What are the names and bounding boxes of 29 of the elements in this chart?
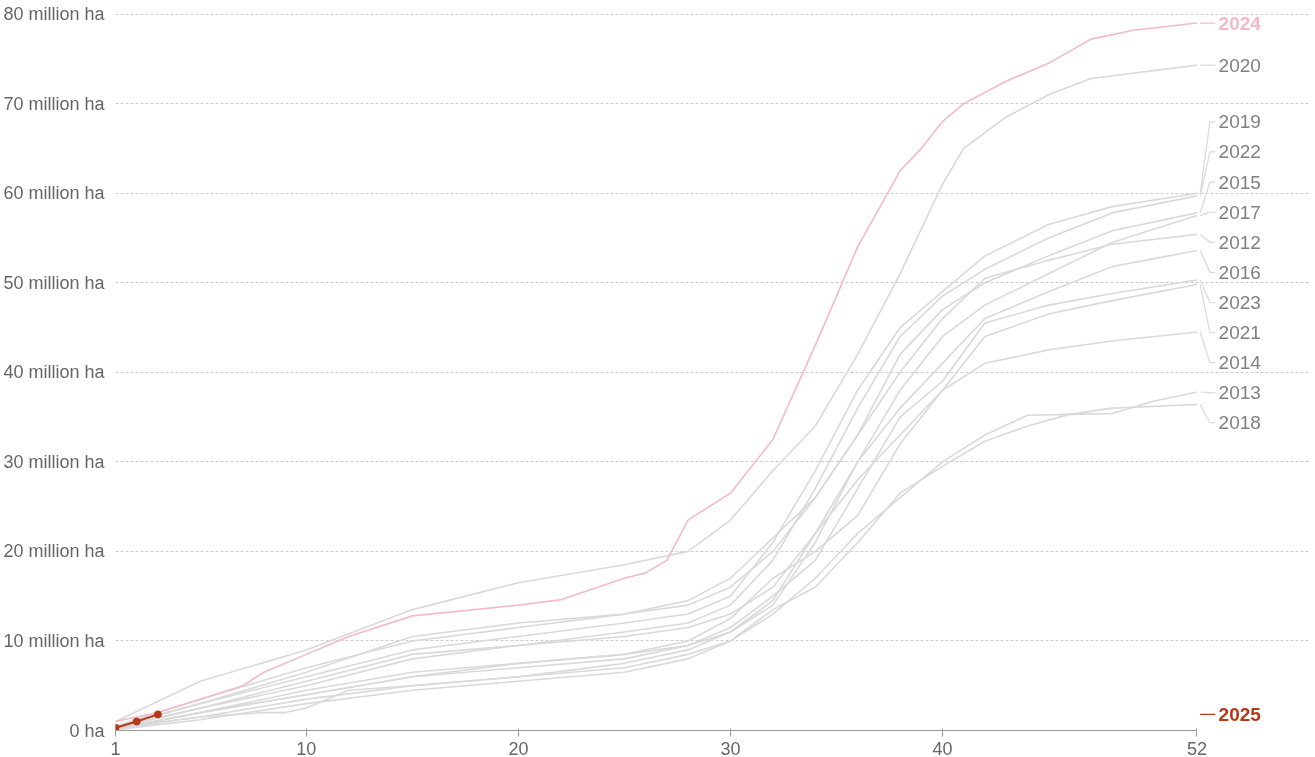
x-tick-label: 1	[110, 738, 121, 757]
y-tick-label: 30 million ha	[3, 451, 106, 472]
legend-label: 2014	[1218, 352, 1262, 374]
legend-label: 2017	[1218, 201, 1261, 223]
legend-label: 2020	[1218, 54, 1261, 76]
y-tick-label: 60 million ha	[3, 183, 106, 204]
legend-label: 2019	[1218, 111, 1261, 133]
y-tick-label: 10 million ha	[3, 630, 106, 651]
y-tick-label: 20 million ha	[3, 541, 106, 562]
y-tick-label: 40 million ha	[3, 362, 106, 383]
y-tick-label: 80 million ha	[3, 4, 106, 25]
y-tick-label: 70 million ha	[3, 93, 106, 114]
legend-label: 2023	[1218, 291, 1261, 313]
legend-label: 2016	[1218, 261, 1261, 283]
legend-label: 2018	[1218, 412, 1261, 434]
legend-label: 2012	[1218, 231, 1261, 253]
x-tick-label: 52	[1186, 738, 1207, 757]
legend-label: 2021	[1218, 322, 1261, 343]
x-tick-label: 10	[296, 738, 317, 757]
y-tick-label: 50 million ha	[3, 272, 106, 293]
y-tick-label: 0 ha	[69, 720, 106, 741]
x-tick-label: 40	[932, 738, 953, 757]
x-tick-label: 30	[720, 738, 741, 757]
legend-label: 2022	[1218, 141, 1261, 163]
legend-label: 2015	[1218, 171, 1261, 193]
x-tick-label: 20	[508, 738, 529, 757]
legend-label: 2025	[1218, 703, 1262, 725]
legend-label: 2013	[1218, 382, 1261, 404]
legend-label: 2024	[1218, 12, 1262, 34]
